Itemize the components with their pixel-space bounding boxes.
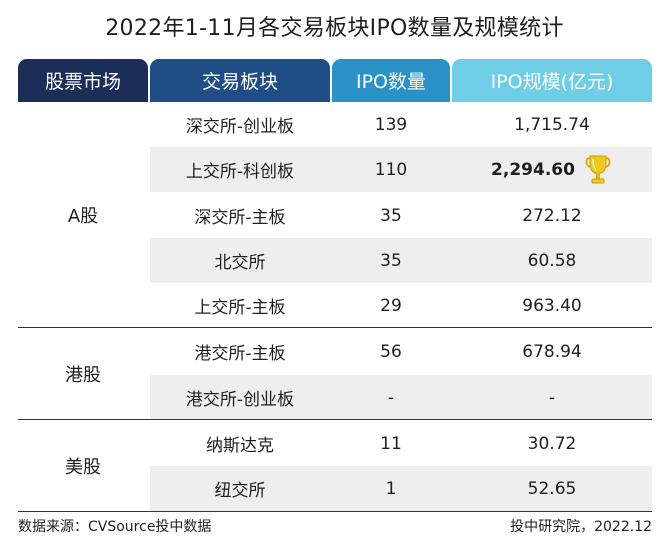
table-row-board: 深交所-主板 <box>194 208 286 228</box>
market-us-share: 美股 <box>65 457 101 478</box>
table-row-size: 963.40 <box>522 295 582 316</box>
max-size-value: 2,294.60 <box>491 159 575 180</box>
header-board: 交易板块 <box>150 59 330 102</box>
chart-title: 2022年1-11月各交易板块IPO数量及规模统计 <box>105 16 564 41</box>
table-row-board: 上交所-科创板 <box>185 162 295 182</box>
table-row-size: 272.12 <box>522 205 582 226</box>
table-row-count: 11 <box>380 433 402 454</box>
table-row-board: 纳斯达克 <box>206 436 274 456</box>
table-row-board: 港交所-创业板 <box>185 390 295 410</box>
table-row-size: 30.72 <box>527 433 577 454</box>
table-row-board: 深交所-创业板 <box>185 117 295 137</box>
row-stripe <box>150 466 652 511</box>
table-row-count: 56 <box>380 341 402 362</box>
market-a-share: A股 <box>67 205 99 227</box>
table-row-count: - <box>387 387 395 408</box>
header-ipo-count: IPO数量 <box>332 59 450 102</box>
data-source-note: 数据来源：CVSource投中数据 <box>18 519 212 535</box>
table-bottom-border <box>18 511 652 512</box>
table-row-count: 1 <box>385 478 397 499</box>
table-row-size: 1,715.74 <box>514 114 590 135</box>
table-row-board: 纽交所 <box>214 481 266 501</box>
table-row-count: 35 <box>380 250 402 271</box>
table-row-board: 港交所-主板 <box>194 344 286 364</box>
table-row-size-max: 2,294.60 <box>452 147 652 192</box>
market-hk-share: 港股 <box>65 365 101 386</box>
table-row-size: 678.94 <box>522 341 582 362</box>
table-row-count: 110 <box>374 159 408 180</box>
table-row-size: - <box>548 387 556 408</box>
header-market: 股票市场 <box>18 59 148 102</box>
table-row-count: 139 <box>374 114 408 135</box>
table-row-count: 35 <box>380 205 402 226</box>
publisher-credit: 投中研究院，2022.12 <box>510 519 652 535</box>
table-row-board: 北交所 <box>214 253 266 273</box>
row-stripe <box>150 375 652 420</box>
table-row-size: 52.65 <box>527 478 577 499</box>
trophy-icon <box>585 155 611 183</box>
row-stripe <box>150 147 652 192</box>
table-row-board: 上交所-主板 <box>194 298 286 318</box>
table-row-count: 29 <box>380 295 402 316</box>
row-stripe <box>150 238 652 283</box>
header-ipo-size: IPO规模(亿元) <box>452 59 652 102</box>
table-row-size: 60.58 <box>527 250 577 271</box>
group-divider <box>18 419 652 420</box>
group-divider <box>18 327 652 328</box>
